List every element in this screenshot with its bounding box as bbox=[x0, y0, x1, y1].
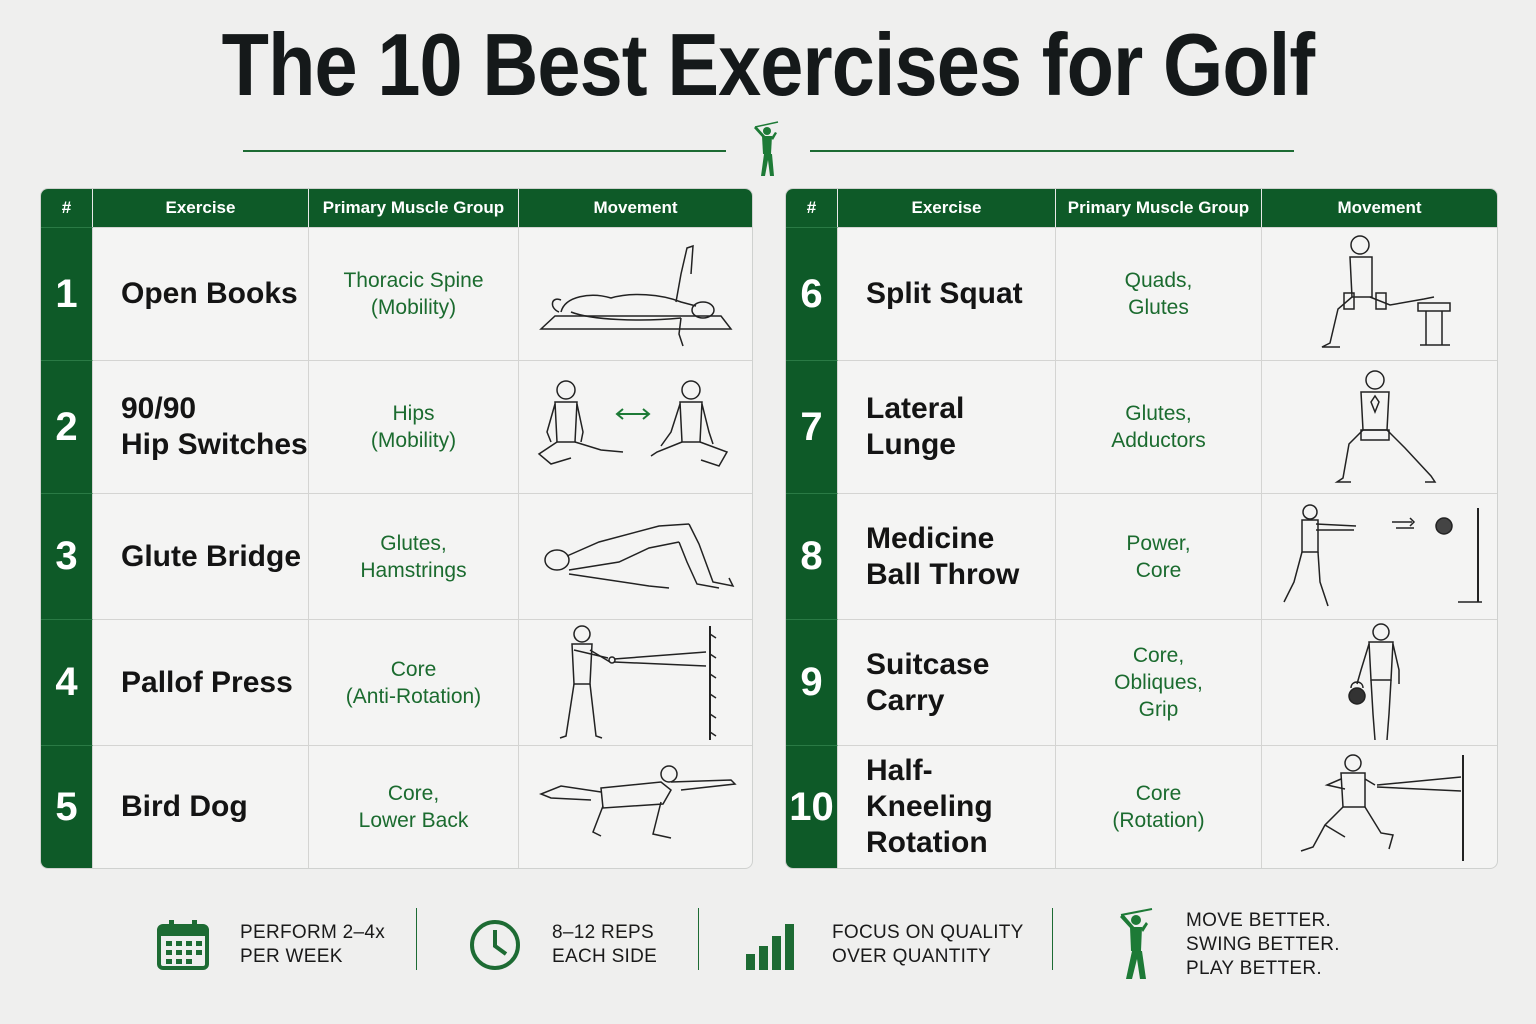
header-movement: Movement bbox=[519, 189, 752, 227]
footer-item-quality: FOCUS ON QUALITY OVER QUANTITY bbox=[744, 900, 1024, 990]
header-movement: Movement bbox=[1262, 189, 1497, 227]
motto-text: MOVE BETTER. SWING BETTER. PLAY BETTER. bbox=[1186, 910, 1340, 979]
muscle-group: Hips (Mobility) bbox=[309, 360, 519, 493]
footer-item-frequency: PERFORM 2–4x PER WEEK bbox=[156, 900, 385, 990]
table-row: 6 Split Squat Quads, Glutes bbox=[786, 227, 1497, 360]
muscle-group: Core, Lower Back bbox=[309, 745, 519, 868]
header-exercise: Exercise bbox=[93, 189, 309, 227]
calendar-icon bbox=[157, 920, 209, 970]
exercise-number: 4 bbox=[41, 619, 93, 745]
exercise-name: Split Squat bbox=[838, 227, 1056, 360]
exercise-name: Medicine Ball Throw bbox=[838, 493, 1056, 619]
header-num: # bbox=[41, 189, 93, 227]
exercise-table-right: # Exercise Primary Muscle Group Movement… bbox=[785, 188, 1498, 869]
exercise-number: 3 bbox=[41, 493, 93, 619]
kneeling-rotation-illustration bbox=[1300, 754, 1464, 861]
reps-text: 8–12 REPS EACH SIDE bbox=[552, 922, 658, 967]
exercise-number: 10 bbox=[786, 745, 838, 868]
suitcase-carry-illustration bbox=[1347, 622, 1400, 740]
header-muscle: Primary Muscle Group bbox=[309, 189, 519, 227]
exercise-name: Lateral Lunge bbox=[838, 360, 1056, 493]
golfer-icon bbox=[1120, 908, 1153, 979]
muscle-group: Core (Rotation) bbox=[1056, 745, 1262, 868]
golfer-icon bbox=[754, 121, 779, 176]
footer-item-reps: 8–12 REPS EACH SIDE bbox=[468, 900, 657, 990]
exercise-number: 7 bbox=[786, 360, 838, 493]
quality-text: FOCUS ON QUALITY OVER QUANTITY bbox=[832, 922, 1024, 967]
header-muscle: Primary Muscle Group bbox=[1056, 189, 1262, 227]
table-row: 7 Lateral Lunge Glutes, Adductors bbox=[786, 360, 1497, 493]
table-row: 10 Half-Kneeling Rotation Core (Rotation) bbox=[786, 745, 1497, 868]
exercise-number: 6 bbox=[786, 227, 838, 360]
split-squat-illustration bbox=[1321, 235, 1451, 348]
glute-bridge-illustration bbox=[543, 522, 734, 589]
header-exercise: Exercise bbox=[838, 189, 1056, 227]
table-row: 2 90/90 Hip Switches Hips (Mobility) bbox=[41, 360, 752, 493]
exercise-name: Suitcase Carry bbox=[838, 619, 1056, 745]
lateral-lunge-illustration bbox=[1334, 370, 1436, 483]
hip-switch-illustration bbox=[537, 380, 728, 467]
bar-chart-icon bbox=[746, 924, 794, 970]
footer-item-motto: MOVE BETTER. SWING BETTER. PLAY BETTER. bbox=[1110, 900, 1340, 990]
exercise-name: Open Books bbox=[93, 227, 309, 360]
muscle-group: Quads, Glutes bbox=[1056, 227, 1262, 360]
exercise-number: 2 bbox=[41, 360, 93, 493]
muscle-group: Thoracic Spine (Mobility) bbox=[309, 227, 519, 360]
footer-divider bbox=[698, 908, 699, 970]
exercise-number: 8 bbox=[786, 493, 838, 619]
table-row: 8 Medicine Ball Throw Power, Core bbox=[786, 493, 1497, 619]
table-row: 5 Bird Dog Core, Lower Back bbox=[41, 745, 752, 868]
header-num: # bbox=[786, 189, 838, 227]
bird-dog-illustration bbox=[538, 765, 737, 839]
exercise-name: Half-Kneeling Rotation bbox=[838, 745, 1056, 868]
exercise-name: Pallof Press bbox=[93, 619, 309, 745]
pallof-press-illustration bbox=[559, 624, 716, 740]
footer-tips: PERFORM 2–4x PER WEEK 8–12 REPS EACH SIDE … bbox=[0, 900, 1536, 990]
muscle-group: Core, Obliques, Grip bbox=[1056, 619, 1262, 745]
muscle-group: Power, Core bbox=[1056, 493, 1262, 619]
exercise-name: 90/90 Hip Switches bbox=[93, 360, 309, 493]
exercise-number: 1 bbox=[41, 227, 93, 360]
title-divider-left bbox=[243, 150, 726, 152]
muscle-group: Core (Anti-Rotation) bbox=[309, 619, 519, 745]
clock-icon bbox=[470, 920, 520, 970]
table-row: 3 Glute Bridge Glutes, Hamstrings bbox=[41, 493, 752, 619]
title-divider-right bbox=[810, 150, 1294, 152]
footer-divider bbox=[1052, 908, 1053, 970]
exercise-number: 9 bbox=[786, 619, 838, 745]
muscle-group: Glutes, Hamstrings bbox=[309, 493, 519, 619]
table-row: 4 Pallof Press Core (Anti-Rotation) bbox=[41, 619, 752, 745]
ball-throw-illustration bbox=[1282, 503, 1482, 606]
page-title: The 10 Best Exercises for Golf bbox=[221, 15, 1316, 114]
table-row: 9 Suitcase Carry Core, Obliques, Grip bbox=[786, 619, 1497, 745]
exercise-number: 5 bbox=[41, 745, 93, 868]
muscle-group: Glutes, Adductors bbox=[1056, 360, 1262, 493]
exercise-table-left: # Exercise Primary Muscle Group Movement… bbox=[40, 188, 753, 869]
exercise-name: Bird Dog bbox=[93, 745, 309, 868]
open-books-illustration bbox=[538, 244, 733, 347]
table-row: 1 Open Books Thoracic Spine (Mobility) bbox=[41, 227, 752, 360]
exercise-name: Glute Bridge bbox=[93, 493, 309, 619]
footer-divider bbox=[416, 908, 417, 970]
frequency-text: PERFORM 2–4x PER WEEK bbox=[240, 922, 386, 967]
